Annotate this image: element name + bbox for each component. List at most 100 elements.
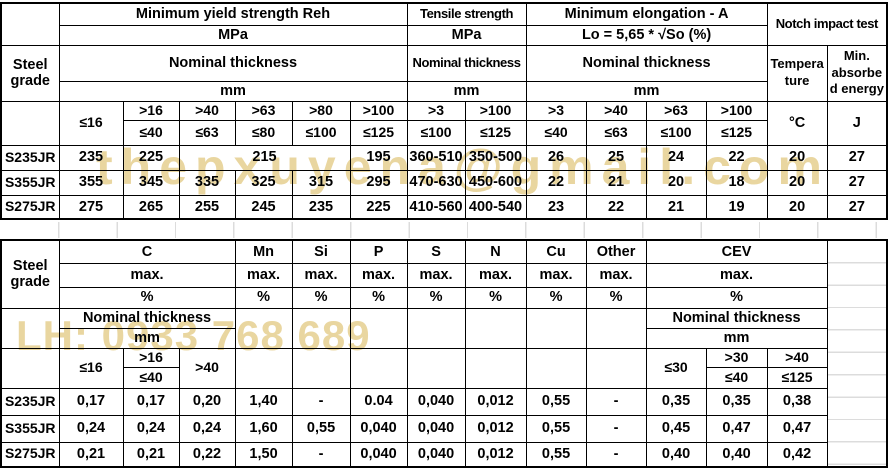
percent-label: % bbox=[406, 286, 466, 309]
thickness-range-header: ≤80 bbox=[234, 119, 293, 146]
value-cell: 0.04 bbox=[349, 387, 408, 416]
value-cell: 335 bbox=[178, 169, 236, 196]
thickness-range-header: ≤40 bbox=[122, 119, 180, 146]
value-cell: - bbox=[291, 387, 351, 416]
max-label: max. bbox=[525, 262, 587, 288]
thickness-range-header: ≤125 bbox=[349, 119, 408, 146]
table-row: S235JR 0,17 0,17 0,20 1,40 - 0.04 0,040 … bbox=[0, 387, 887, 416]
nominal-thickness-header: Nominal thickness bbox=[406, 44, 527, 82]
thickness-range-header: ≤125 bbox=[766, 366, 828, 389]
element-header: Mn bbox=[234, 239, 293, 264]
energy-unit-label: J bbox=[826, 100, 888, 146]
table-row: S275JR 0,21 0,21 0,22 1,50 - 0,040 0,040… bbox=[0, 441, 887, 468]
value-cell: 0,24 bbox=[178, 414, 236, 443]
blank-cell bbox=[349, 307, 408, 349]
nominal-thickness-header: Nominal thickness bbox=[58, 44, 408, 82]
mechanical-properties-table: Minimum yield strength Reh Tensile stren… bbox=[0, 2, 889, 220]
value-cell: 0,012 bbox=[464, 414, 527, 443]
element-header: Other bbox=[585, 239, 647, 264]
value-cell: 245 bbox=[234, 194, 293, 220]
thickness-range-header: >16 bbox=[122, 347, 180, 368]
percent-label: % bbox=[525, 286, 587, 309]
value-cell: 0,47 bbox=[705, 414, 768, 443]
value-cell: 27 bbox=[826, 194, 888, 220]
value-cell: 355 bbox=[58, 169, 124, 196]
value-cell: 0,17 bbox=[58, 387, 124, 416]
table-row: S235JR 235 225 215 195 360-510 350-500 2… bbox=[0, 144, 888, 171]
value-cell: 0,17 bbox=[122, 387, 180, 416]
value-cell: 275 bbox=[58, 194, 124, 220]
value-cell: 27 bbox=[826, 169, 888, 196]
blank-cell bbox=[0, 100, 60, 146]
blank-cell bbox=[291, 347, 351, 389]
notch-impact-header: Notch impact test bbox=[766, 2, 888, 46]
thickness-range-header: ≤16 bbox=[58, 347, 124, 389]
value-cell: 23 bbox=[525, 194, 587, 220]
blank-cell bbox=[0, 307, 60, 349]
elongation-header: Minimum elongation - A bbox=[525, 2, 768, 26]
value-cell: 27 bbox=[826, 144, 888, 171]
value-cell: 20 bbox=[645, 169, 707, 196]
value-cell: 1,50 bbox=[234, 441, 293, 468]
grade-cell: S235JR bbox=[0, 387, 60, 416]
mm-unit-label: mm bbox=[406, 80, 527, 102]
thickness-range-header: >100 bbox=[349, 100, 408, 121]
thickness-range-header: >100 bbox=[705, 100, 768, 121]
thickness-range-header: >40 bbox=[766, 347, 828, 368]
blank-cell bbox=[406, 347, 466, 389]
thickness-range-header: ≤40 bbox=[705, 366, 768, 389]
thickness-range-header: ≤40 bbox=[122, 366, 180, 389]
nominal-thickness-header: Nominal thickness bbox=[645, 307, 828, 329]
max-label: max. bbox=[464, 262, 527, 288]
value-cell: 0,47 bbox=[766, 414, 828, 443]
percent-label: % bbox=[58, 286, 236, 309]
grade-cell: S355JR bbox=[0, 414, 60, 443]
value-cell: 235 bbox=[291, 194, 351, 220]
blank-cell bbox=[464, 307, 527, 349]
thickness-range-header: ≤63 bbox=[178, 119, 236, 146]
temperature-unit-label: °C bbox=[766, 100, 828, 146]
element-header: P bbox=[349, 239, 408, 264]
value-cell: 0,040 bbox=[349, 414, 408, 443]
value-cell: 255 bbox=[178, 194, 236, 220]
value-cell: 350-500 bbox=[464, 144, 527, 171]
value-cell: 0,012 bbox=[464, 441, 527, 468]
steel-grade-header: Steel grade bbox=[0, 44, 60, 102]
element-header: Cu bbox=[525, 239, 587, 264]
percent-label: % bbox=[291, 286, 351, 309]
value-cell: 21 bbox=[645, 194, 707, 220]
value-cell: 26 bbox=[525, 144, 587, 171]
value-cell: 410-560 bbox=[406, 194, 466, 220]
max-label: max. bbox=[645, 262, 828, 288]
thickness-range-header: >3 bbox=[525, 100, 587, 121]
value-cell: 24 bbox=[645, 144, 707, 171]
mm-unit-label: mm bbox=[645, 327, 828, 349]
max-label: max. bbox=[406, 262, 466, 288]
value-cell: - bbox=[291, 441, 351, 468]
max-label: max. bbox=[58, 262, 236, 288]
value-cell: 215 bbox=[178, 144, 351, 171]
value-cell: 22 bbox=[705, 144, 768, 171]
blank-cell bbox=[291, 307, 351, 349]
value-cell: 25 bbox=[585, 144, 647, 171]
mm-unit-label: mm bbox=[525, 80, 768, 102]
blank-cell bbox=[525, 307, 587, 349]
value-cell: 22 bbox=[525, 169, 587, 196]
value-cell: 1,40 bbox=[234, 387, 293, 416]
thickness-range-header: >40 bbox=[585, 100, 647, 121]
value-cell: 20 bbox=[766, 194, 828, 220]
value-cell: 0,040 bbox=[406, 441, 466, 468]
value-cell: 0,38 bbox=[766, 387, 828, 416]
yield-strength-header: Minimum yield strength Reh bbox=[58, 2, 408, 26]
max-label: max. bbox=[585, 262, 647, 288]
value-cell: 0,55 bbox=[291, 414, 351, 443]
element-header: C bbox=[58, 239, 236, 264]
empty-gridline-column bbox=[826, 240, 888, 467]
blank-cell bbox=[585, 307, 647, 349]
value-cell: 22 bbox=[585, 194, 647, 220]
value-cell: 19 bbox=[705, 194, 768, 220]
value-cell: 20 bbox=[766, 169, 828, 196]
value-cell: 0,35 bbox=[705, 387, 768, 416]
max-label: max. bbox=[349, 262, 408, 288]
thickness-range-header: ≤40 bbox=[525, 119, 587, 146]
